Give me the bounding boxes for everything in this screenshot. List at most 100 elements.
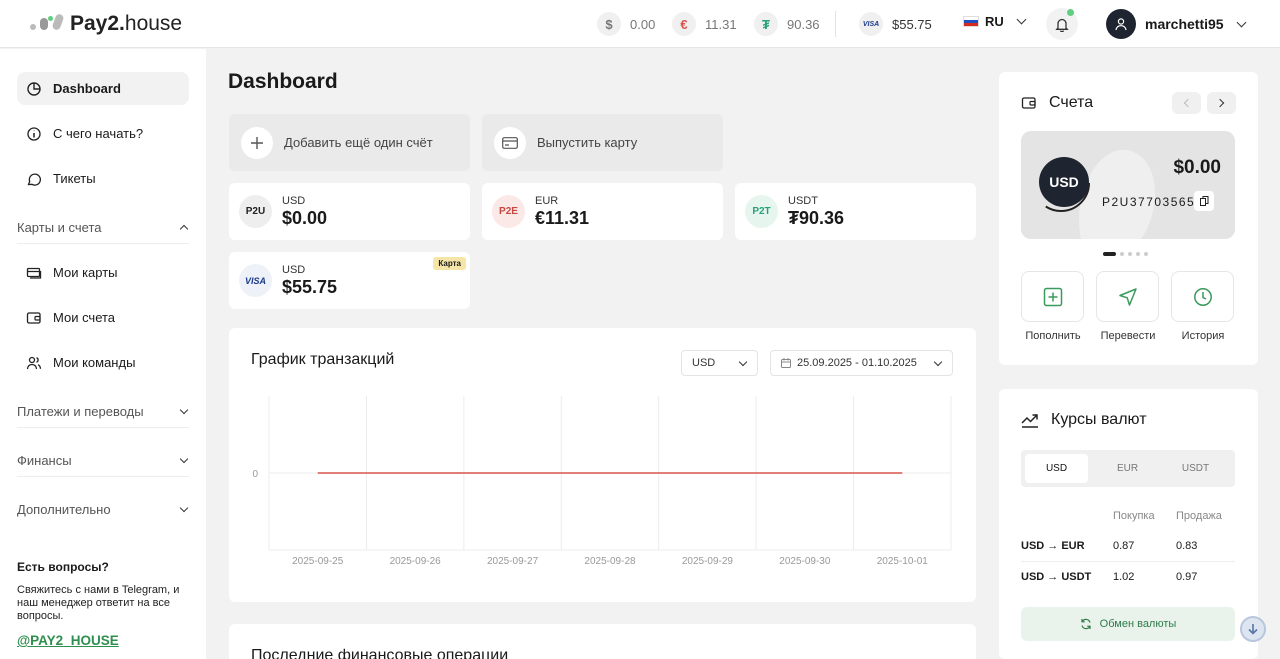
chevron-down-icon (738, 357, 748, 366)
wallet-icon (1021, 97, 1036, 109)
carousel-dots (1103, 252, 1148, 256)
euro-icon: € (672, 12, 696, 36)
username: marchetti95 (1145, 16, 1224, 32)
sidebar-item-my-cards[interactable]: Мои карты (17, 256, 189, 289)
account-badge: P2U (239, 195, 272, 228)
sidebar-item-my-teams[interactable]: Мои команды (17, 346, 189, 379)
sidebar-item-dashboard[interactable]: Dashboard (17, 72, 189, 105)
account-card-usd[interactable]: P2U USD $0.00 (229, 183, 470, 240)
rate-buy: 1.02 (1113, 571, 1135, 583)
tether-icon: ₮ (754, 12, 778, 36)
pie-chart-icon (27, 81, 41, 96)
rate-pair: USD → USDT (1021, 571, 1092, 583)
dollar-icon: $ (597, 12, 621, 36)
carousel-dot[interactable] (1136, 252, 1140, 256)
top-bar: Pay2.house $ 0.00 € 11.31 ₮ 90.36 VISA $… (0, 0, 1280, 48)
next-account-button[interactable] (1207, 92, 1236, 114)
plus-icon (241, 126, 273, 159)
wallet-icon (26, 311, 41, 324)
issue-card-button[interactable]: Выпустить карту (482, 114, 723, 171)
refresh-icon (1081, 618, 1091, 630)
exchange-currency-button[interactable]: Обмен валюты (1021, 607, 1235, 641)
card-currency-badge: USD (1039, 157, 1089, 207)
sidebar-section-extra[interactable]: Дополнительно (17, 493, 189, 526)
exchange-rates-header: Курсы валют (1021, 411, 1147, 429)
users-icon (26, 356, 42, 369)
rate-buy: 0.87 (1113, 540, 1135, 552)
avatar (1106, 9, 1136, 39)
buy-column-header: Покупка (1113, 510, 1155, 522)
chart-title: График транзакций (251, 351, 395, 368)
carousel-dot-active[interactable] (1103, 252, 1116, 256)
x-tick-label: 2025-09-30 (779, 556, 831, 567)
balance-usd[interactable]: $ 0.00 (597, 12, 655, 36)
carousel-dot[interactable] (1128, 252, 1132, 256)
notifications-button[interactable] (1046, 8, 1078, 40)
account-card-visa[interactable]: VISA USD $55.75 Карта (229, 252, 470, 309)
language-select[interactable]: RU (963, 14, 1027, 29)
clock-icon (1193, 287, 1212, 306)
sidebar-item-my-accounts[interactable]: Мои счета (17, 301, 189, 334)
visa-icon: VISA (239, 264, 272, 297)
carousel-dot[interactable] (1120, 252, 1124, 256)
chevron-left-icon (1183, 98, 1193, 108)
add-account-button[interactable]: Добавить ещё один счёт (229, 114, 470, 171)
chevron-down-icon (1016, 14, 1027, 25)
x-tick-label: 2025-09-27 (487, 556, 539, 567)
balance-card[interactable]: VISA $55.75 (859, 12, 932, 36)
currency-select[interactable]: USD (681, 350, 758, 376)
tab-usdt[interactable]: USDT (1181, 463, 1210, 474)
account-card-preview[interactable]: USD $0.00 P2U37703565 (1021, 131, 1235, 239)
chevron-right-icon (1215, 98, 1225, 108)
balance-usdt[interactable]: ₮ 90.36 (754, 12, 820, 36)
sidebar-section-payments[interactable]: Платежи и переводы (17, 395, 189, 428)
carousel-dot[interactable] (1144, 252, 1148, 256)
page-title: Dashboard (228, 70, 338, 93)
sidebar-section-cards[interactable]: Карты и счета (17, 211, 189, 244)
telegram-link[interactable]: @PAY2_HOUSE (17, 633, 119, 648)
help-title: Есть вопросы? (17, 560, 109, 574)
transfer-button[interactable] (1096, 271, 1159, 322)
tab-eur[interactable]: EUR (1116, 463, 1139, 474)
logo-mark-icon (30, 13, 65, 34)
user-menu[interactable]: marchetti95 (1106, 9, 1247, 39)
recent-operations-panel: Последние финансовые операции (229, 624, 976, 659)
accounts-widget: Счета USD $0.00 P2U37703565 Пополнить Пе… (999, 72, 1258, 365)
scroll-down-button[interactable] (1240, 616, 1266, 642)
x-tick-label: 2025-10-01 (877, 556, 929, 567)
card-decoration (1032, 149, 1155, 239)
rate-sell: 0.83 (1176, 540, 1198, 552)
calendar-icon (781, 358, 791, 368)
x-tick-label: 2025-09-29 (682, 556, 734, 567)
prev-account-button[interactable] (1172, 92, 1201, 114)
account-card-usdt[interactable]: P2T USDT ₮90.36 (735, 183, 976, 240)
send-icon (1118, 287, 1137, 306)
recent-operations-title: Последние финансовые операции (251, 647, 509, 659)
notification-dot (1067, 9, 1074, 16)
russia-flag-icon (963, 16, 979, 27)
top-up-button[interactable] (1021, 271, 1084, 322)
chevron-down-icon (1236, 17, 1247, 27)
balance-eur[interactable]: € 11.31 (672, 12, 737, 36)
help-text: Свяжитесь с нами в Telegram, и наш менед… (17, 584, 180, 622)
user-icon (1115, 18, 1127, 31)
transactions-chart-panel: График транзакций USD 25.09.2025 - 01.10… (229, 328, 976, 602)
help-box: Есть вопросы? Свяжитесь с нами в Telegra… (17, 560, 189, 648)
rate-pair: USD → EUR (1021, 540, 1085, 552)
card-tag-badge: Карта (433, 257, 466, 270)
sidebar: Dashboard С чего начать? Тикеты Карты и … (0, 49, 206, 659)
sidebar-item-getting-started[interactable]: С чего начать? (17, 117, 189, 150)
plus-square-icon (1043, 287, 1062, 306)
logo[interactable]: Pay2.house (30, 12, 182, 36)
account-card-eur[interactable]: P2E EUR €11.31 (482, 183, 723, 240)
account-badge: P2E (492, 195, 525, 228)
copy-button[interactable] (1194, 191, 1214, 211)
sell-column-header: Продажа (1176, 510, 1222, 522)
sidebar-section-finance[interactable]: Финансы (17, 444, 189, 477)
rate-divider (1021, 561, 1235, 562)
history-button[interactable] (1171, 271, 1234, 322)
y-tick-label: 0 (252, 469, 258, 480)
tab-usd[interactable]: USD (1025, 454, 1088, 483)
sidebar-item-tickets[interactable]: Тикеты (17, 162, 189, 195)
date-range-select[interactable]: 25.09.2025 - 01.10.2025 (770, 350, 953, 376)
